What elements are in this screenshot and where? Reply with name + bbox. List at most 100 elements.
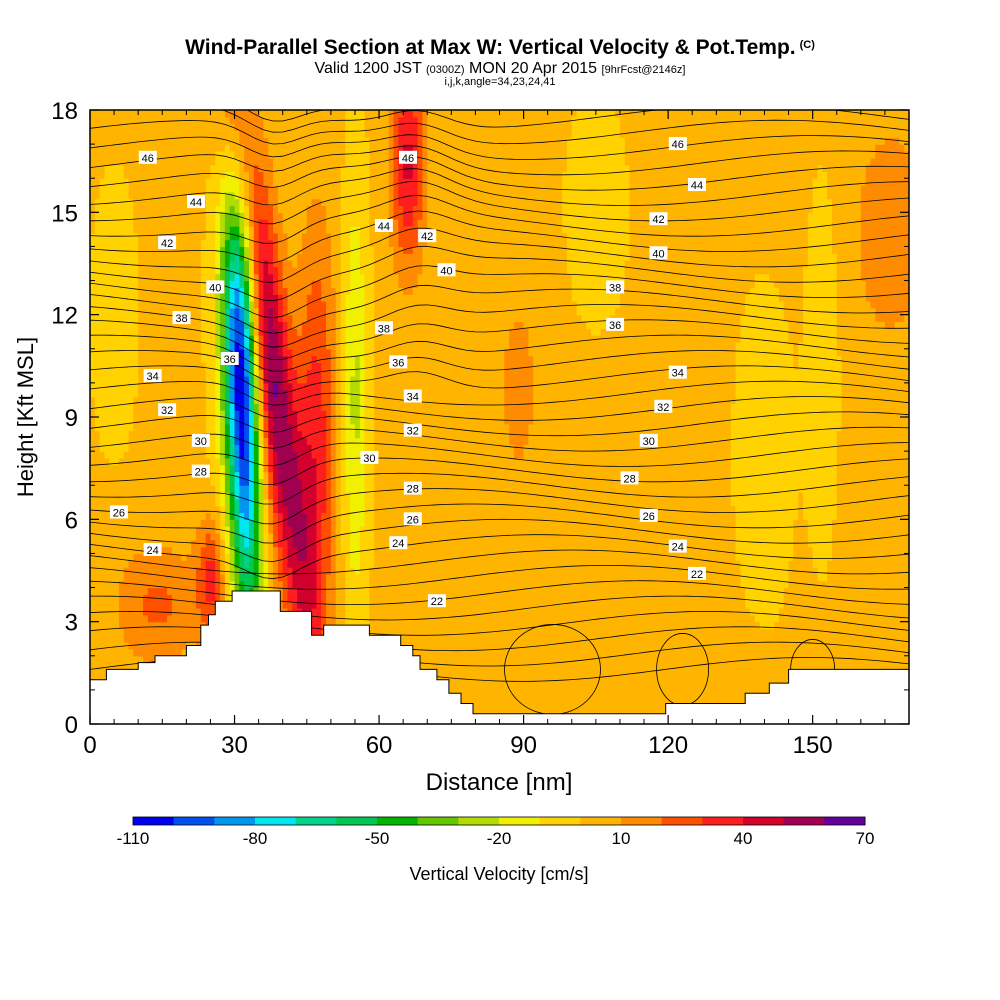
contour-label: 36	[606, 317, 625, 332]
contour-label: 40	[437, 263, 456, 277]
contour-label: 24	[143, 543, 162, 557]
x-tick-label: 30	[221, 732, 248, 759]
colorbar-swatch	[133, 817, 175, 825]
contour-label-text: 36	[609, 320, 621, 332]
contour-label-text: 26	[407, 514, 419, 526]
colorbar-tick-label: -110	[117, 829, 150, 848]
y-tick-label: 9	[65, 405, 78, 432]
contour-label: 28	[620, 471, 639, 485]
contour-label-text: 36	[224, 354, 236, 366]
contour-label: 30	[360, 450, 379, 465]
colorbar-swatch	[295, 817, 337, 825]
isentrope-line	[90, 156, 909, 191]
contour-label: 28	[191, 464, 210, 479]
isentrope-line	[90, 245, 909, 302]
contour-label: 22	[688, 566, 706, 581]
isentrope-line	[90, 426, 909, 452]
colorbar-swatch	[173, 817, 215, 825]
valid-time: Valid 1200 JST	[314, 60, 422, 77]
isentrope-line	[90, 210, 909, 264]
contour-label-text: 40	[209, 282, 221, 294]
colorbar-swatch	[417, 817, 459, 825]
contour-label: 32	[403, 423, 422, 438]
chart-title: Wind-Parallel Section at Max W: Vertical…	[185, 36, 815, 59]
colorbar-tick-label: -20	[487, 829, 512, 848]
contour-label-text: 42	[161, 238, 173, 250]
contour-label: 46	[668, 137, 687, 151]
isentrope-line	[90, 168, 909, 206]
contour-label-text: 44	[378, 221, 390, 233]
contour-label: 40	[649, 246, 668, 260]
contour-label-text: 26	[113, 508, 125, 520]
contour-label-text: 36	[392, 357, 404, 369]
contour-label-text: 38	[378, 323, 390, 335]
y-axis-label: Height [Kft MSL]	[13, 337, 38, 497]
x-axis: 0 30 60 90 120 150	[83, 110, 886, 759]
contour-label-text: 34	[672, 368, 684, 380]
contour-label: 44	[688, 178, 706, 192]
contour-label: 46	[138, 150, 157, 165]
isentrope-line	[90, 365, 909, 394]
contour-label-text: 38	[609, 282, 621, 294]
contour-label: 42	[649, 212, 668, 226]
isentrope-line	[90, 457, 909, 485]
colorbar-swatch	[255, 817, 297, 825]
contour-label-text: 40	[652, 248, 664, 260]
contour-label: 30	[191, 433, 210, 448]
contour-label-text: 32	[161, 405, 173, 417]
valid-date: MON 20 Apr 2015	[469, 60, 598, 77]
terrain	[90, 590, 909, 724]
x-axis-label: Distance [nm]	[426, 769, 573, 796]
colorbar-swatch	[661, 817, 703, 825]
contour-label-text: 46	[142, 153, 154, 165]
isentrope-line	[90, 319, 909, 361]
contour-label: 40	[206, 280, 225, 294]
isentrope-line	[90, 119, 909, 145]
colorbar: -110 -80 -50 -20 10 40 70	[117, 816, 875, 848]
colorbar-tick-label: 40	[734, 829, 753, 848]
contour-label-text: 22	[431, 596, 443, 608]
y-tick-label: 18	[51, 98, 78, 125]
colorbar-swatch	[824, 817, 866, 825]
contour-label-text: 42	[652, 214, 664, 226]
contour-label: 46	[399, 150, 417, 165]
contour-labels: 46 44 42 40 38 36 34 32 30 28 26 24 46 44 42 40 38 36 34 32…	[109, 137, 706, 608]
contour-label: 44	[187, 195, 205, 209]
contour-label: 36	[220, 352, 239, 366]
x-tick-label: 90	[510, 732, 537, 759]
contour-label: 30	[639, 433, 658, 448]
contour-label-text: 44	[691, 180, 703, 192]
x-tick-label: 150	[793, 732, 833, 759]
isentrope-line	[90, 265, 909, 319]
isentrope-line	[90, 396, 909, 421]
isentrope-line	[90, 145, 909, 176]
isentrope-line	[90, 580, 909, 605]
isentrope-line	[220, 110, 909, 133]
contour-label-text: 30	[363, 453, 375, 465]
y-tick-label: 12	[51, 303, 78, 330]
colorbar-swatch	[499, 817, 541, 825]
isentrope-line	[90, 180, 909, 225]
isentrope-line	[90, 334, 909, 372]
x-tick-label: 60	[366, 732, 393, 759]
y-tick-label: 6	[65, 507, 78, 534]
chart-subtitle: Valid 1200 JST (0300Z) MON 20 Apr 2015 […	[0, 60, 1000, 79]
colorbar-label: Vertical Velocity [cm/s]	[409, 864, 588, 884]
colorbar-tick-label: 70	[856, 829, 875, 848]
colorbar-swatch	[336, 817, 378, 825]
isentrope-line	[90, 534, 909, 580]
colorbar-swatch	[702, 817, 744, 825]
x-tick-label: 120	[648, 732, 688, 759]
colorbar-swatch	[458, 817, 500, 825]
contour-label: 24	[668, 539, 687, 554]
contour-label-text: 30	[643, 436, 655, 448]
section-indices: i,j,k,angle=34,23,24,41	[444, 76, 556, 88]
contour-label: 34	[403, 389, 422, 404]
isentrope-line	[90, 227, 909, 283]
isentrope-line	[90, 134, 909, 160]
colorbar-swatch	[214, 817, 256, 825]
isentrope-line	[90, 472, 909, 505]
colorbar-tick-label: -80	[243, 829, 268, 848]
contour-label: 26	[639, 508, 658, 523]
contour-label: 38	[606, 280, 625, 294]
